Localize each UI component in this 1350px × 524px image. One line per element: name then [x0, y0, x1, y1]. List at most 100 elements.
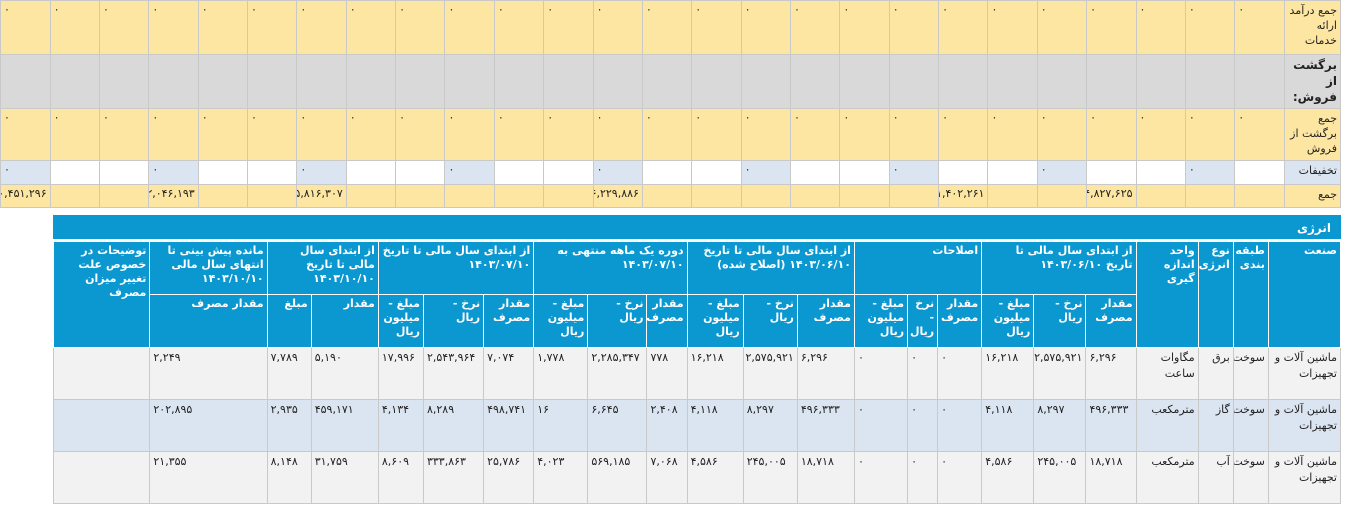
cell-g4: ۴,۰۲۳: [533, 451, 589, 504]
summary-cell: ۰: [888, 160, 940, 185]
summary-cell: ۰: [197, 0, 249, 55]
energy-table: صنعت طبقه بندی نوع انرژی واحد اندازه گیر…: [52, 241, 1342, 504]
summary-cell: ۰: [395, 0, 446, 55]
subheader-consumption: مقدار مصرف: [646, 294, 688, 348]
header-group-6: از ابتدای سال مالی تا تاریخ ۱۴۰۳/۱۰/۱۰: [266, 241, 379, 295]
cell-g3: ۲,۵۷۵,۹۲۱: [742, 347, 798, 400]
cell-g3: ۴۹۶,۳۳۳: [796, 399, 855, 452]
summary-cell: [345, 54, 397, 109]
summary-cell: [444, 184, 495, 208]
summary-cell: [1234, 54, 1285, 109]
summary-cell: ۰: [444, 108, 495, 161]
header-group-4: دوره یک ماهه منتهی به ۱۴۰۳/۰۷/۱۰: [533, 241, 688, 295]
summary-cell: [789, 184, 841, 208]
summary-cell: [987, 184, 1038, 208]
cell-g4: ۲,۴۰۸: [646, 399, 688, 452]
summary-cell: ۰: [888, 108, 940, 161]
summary-cell: [1234, 184, 1285, 208]
cell-unit: مترمکعب: [1135, 451, 1199, 504]
summary-cell: [789, 160, 841, 185]
summary-cell: [1184, 184, 1236, 208]
cell-g5: ۷,۰۷۴: [483, 347, 535, 400]
cell-industry: ماشین آلات و تجهیزات: [1267, 399, 1342, 452]
summary-cell: ۰: [641, 0, 693, 55]
cell-g1: ۱۸,۷۱۸: [1085, 451, 1137, 504]
summary-cell: ۰: [839, 108, 890, 161]
cell-industry: ماشین آلات و تجهیزات: [1267, 451, 1342, 504]
summary-cell: ۰: [987, 0, 1038, 55]
header-classification: طبقه بندی: [1232, 241, 1269, 348]
summary-cell: ۰: [395, 108, 446, 161]
cell-g5: ۱۷,۹۹۶: [377, 347, 424, 400]
summary-cell: [1184, 54, 1236, 109]
cell-g3: ۸,۲۹۷: [742, 399, 798, 452]
summary-cell: ۰: [296, 0, 347, 55]
summary-cell: ۰: [789, 108, 841, 161]
summary-cell: ۰: [0, 160, 51, 185]
summary-cell: [345, 160, 397, 185]
summary-cell: [493, 54, 545, 109]
cell-g7: ۲,۲۴۹: [149, 347, 268, 400]
cell-g2: ۰: [937, 399, 983, 452]
subheader-rate: نرخ - ریال: [742, 294, 798, 348]
summary-cell: ۰: [1234, 108, 1285, 161]
energy-row: ماشین آلات و تجهیزات سوخت برق مگاوات ساعت ۶,…: [52, 347, 1342, 400]
summary-cell: [493, 160, 545, 185]
summary-cell: [839, 160, 890, 185]
summary-cell: [296, 54, 347, 109]
summary-cell: ۰: [345, 108, 397, 161]
cell-g4: ۲,۲۸۵,۳۴۷: [587, 347, 648, 400]
summary-cell: ۰: [98, 108, 150, 161]
summary-cell: ۰: [345, 0, 397, 55]
summary-cell: ۰: [1086, 108, 1137, 161]
cell-g5: ۸,۶۰۹: [377, 451, 424, 504]
cell-g3: ۱۶,۲۱۸: [686, 347, 744, 400]
summary-cell: [1135, 184, 1186, 208]
summary-cell: ۴۰,۴۵۱,۲۹۶: [0, 184, 51, 208]
cell-g6: ۸,۱۴۸: [266, 451, 312, 504]
cell-g6: ۷,۷۸۹: [266, 347, 312, 400]
cell-g2: ۰: [907, 399, 939, 452]
header-group-2: اصلاحات: [853, 241, 983, 295]
summary-cell: [543, 54, 594, 109]
subheader-amount: مبلغ - میلیون ریال: [377, 294, 424, 348]
summary-cell: [938, 160, 989, 185]
summary-cell: [197, 54, 249, 109]
cell-industry: ماشین آلات و تجهیزات: [1267, 347, 1342, 400]
summary-cell: [938, 54, 989, 109]
cell-g6: ۵,۱۹۰: [310, 347, 379, 400]
cell-g5: ۴۹۸,۷۴۱: [483, 399, 535, 452]
summary-cell: ۰: [938, 0, 989, 55]
summary-cell: ۰: [641, 108, 693, 161]
summary-cell: ۰: [740, 160, 792, 185]
header-industry: صنعت: [1267, 241, 1342, 348]
summary-cell: ۰: [247, 108, 298, 161]
summary-cell: [1036, 184, 1088, 208]
summary-cell: ۰: [1234, 0, 1285, 55]
cell-g3: ۶,۲۹۶: [796, 347, 855, 400]
summary-cell: [0, 54, 51, 109]
summary-cell: [1135, 160, 1186, 185]
summary-cell: [247, 54, 298, 109]
summary-cell: [1234, 160, 1285, 185]
summary-cell: ۰: [1184, 108, 1236, 161]
summary-cell: ۰: [1135, 108, 1186, 161]
energy-row: ماشین آلات و تجهیزات سوخت گاز مترمکعب ۴۹۶,۳۳…: [52, 399, 1342, 452]
summary-cell: [691, 54, 742, 109]
cell-g2: ۰: [853, 347, 909, 400]
header-notes: توضیحات در خصوص علت تغییر میزان مصرف: [52, 241, 151, 348]
subheader-consumption: مقدار مصرف: [483, 294, 535, 348]
summary-cell: [641, 184, 693, 208]
summary-cell: [839, 184, 890, 208]
cell-g1: ۲۴۵,۰۰۵: [1033, 451, 1087, 504]
energy-section-title: انرژی: [53, 215, 1341, 239]
subheader-amount: مبلغ - میلیون ریال: [686, 294, 744, 348]
summary-cell: [1036, 54, 1088, 109]
summary-cell: ۰: [493, 0, 545, 55]
header-energy-type: نوع انرژی: [1197, 241, 1234, 348]
summary-cell: ۰: [49, 108, 100, 161]
cell-g5: ۸,۲۸۹: [422, 399, 485, 452]
summary-cell: [839, 54, 890, 109]
summary-cell: ۰: [1036, 0, 1088, 55]
cell-g7: ۲۰۲,۸۹۵: [149, 399, 268, 452]
